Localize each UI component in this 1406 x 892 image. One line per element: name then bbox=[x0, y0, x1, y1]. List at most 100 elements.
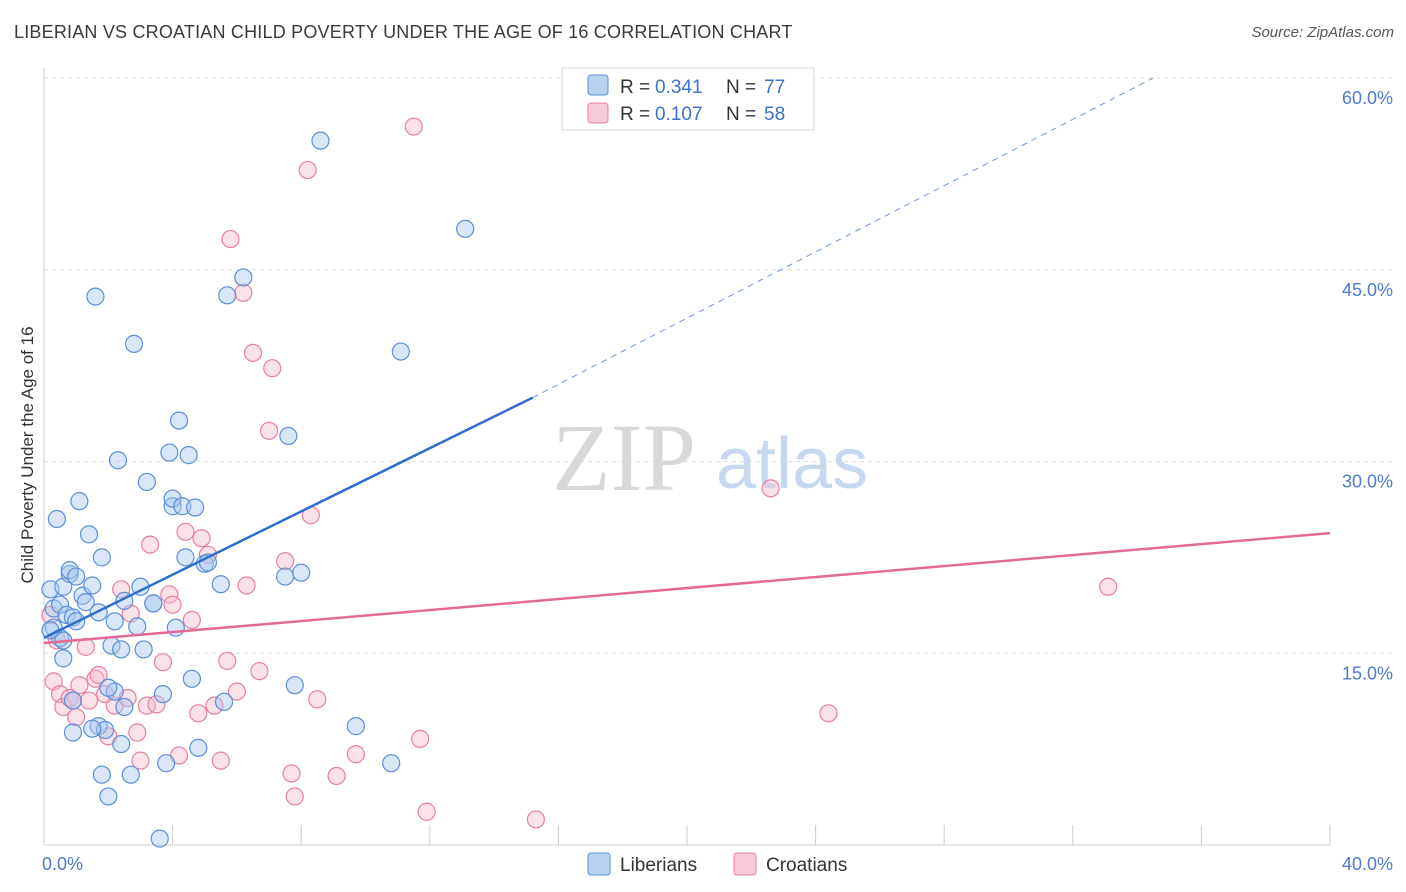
liberians-point-31 bbox=[112, 734, 131, 754]
axes bbox=[43, 68, 1331, 846]
legend-top-r-label-2: R = bbox=[620, 104, 650, 125]
liberians-point-18 bbox=[83, 576, 102, 595]
liberians-point-39 bbox=[137, 472, 156, 492]
legend-bottom: Liberians Croatians bbox=[587, 852, 847, 876]
chart-title: LIBERIAN VS CROATIAN CHILD POVERTY UNDER… bbox=[14, 22, 793, 42]
liberians-point-60 bbox=[234, 268, 253, 287]
croatians-point-7 bbox=[67, 708, 86, 727]
liberians-point-75 bbox=[67, 567, 86, 586]
liberians-point-22 bbox=[92, 548, 111, 567]
croatians-point-33 bbox=[205, 696, 224, 715]
tick-labels: 15.0% 30.0% 45.0% 60.0% 0.0% 40.0% bbox=[42, 88, 1393, 874]
liberians-point-69 bbox=[456, 219, 475, 238]
liberians-point-46 bbox=[163, 489, 182, 508]
croatians-point-56 bbox=[761, 479, 780, 498]
y-tick-label-45: 45.0% bbox=[1342, 280, 1393, 300]
liberians-point-54 bbox=[189, 738, 208, 757]
croatians-point-28 bbox=[176, 522, 195, 541]
croatians-point-49 bbox=[308, 690, 327, 709]
liberians-point-59 bbox=[218, 286, 237, 305]
croatians-point-20 bbox=[131, 751, 150, 770]
liberians-point-12 bbox=[63, 723, 83, 742]
croatians-point-22 bbox=[140, 535, 160, 554]
liberians-point-19 bbox=[86, 287, 105, 306]
liberians-point-51 bbox=[179, 446, 198, 465]
liberians-point-73 bbox=[99, 678, 118, 697]
croatians-point-43 bbox=[263, 359, 282, 378]
watermark-zip: ZIP bbox=[552, 404, 696, 511]
croatians-point-51 bbox=[346, 745, 365, 764]
liberians-point-65 bbox=[311, 131, 330, 150]
legend-bottom-swatch-liberians bbox=[587, 852, 611, 876]
legend-top: R = 0.341 N = 77 R = 0.107 N = 58 bbox=[561, 67, 815, 131]
liberians-point-41 bbox=[150, 829, 169, 848]
liberians-point-72 bbox=[83, 719, 102, 738]
croatians-point-25 bbox=[160, 585, 179, 604]
liberians-point-53 bbox=[186, 498, 205, 517]
liberians-point-71 bbox=[63, 691, 83, 710]
liberians-point-38 bbox=[134, 640, 153, 659]
croatians-point-46 bbox=[285, 787, 304, 806]
croatians-point-53 bbox=[417, 802, 436, 821]
legend-top-n-value-1: 77 bbox=[764, 77, 785, 98]
croatians-point-57 bbox=[819, 704, 838, 723]
croatians-point-45 bbox=[282, 764, 301, 783]
croatians-point-36 bbox=[221, 229, 240, 249]
liberians-point-6 bbox=[54, 649, 73, 668]
liberians-point-63 bbox=[285, 676, 304, 695]
liberians-point-24 bbox=[95, 720, 115, 740]
liberians-point-3 bbox=[47, 509, 66, 529]
croatians-point-54 bbox=[404, 117, 423, 136]
legend-bottom-liberians: Liberians bbox=[620, 855, 697, 876]
croatians-point-23 bbox=[147, 695, 166, 714]
liberians-point-35 bbox=[124, 334, 144, 353]
liberians-point-49 bbox=[173, 497, 192, 516]
croatians-point-5 bbox=[60, 688, 79, 708]
liberians-point-47 bbox=[166, 618, 185, 637]
liberians-point-68 bbox=[391, 342, 410, 361]
croatians-point-58 bbox=[1099, 577, 1118, 596]
watermark-atlas: atlas bbox=[716, 424, 868, 504]
croatians-trend-line bbox=[43, 531, 1331, 645]
liberians-point-29 bbox=[108, 451, 128, 470]
grid bbox=[44, 77, 1394, 654]
legend-top-r-value-1: 0.341 bbox=[655, 77, 703, 98]
croatians-point-10 bbox=[79, 691, 99, 710]
croatians-point-42 bbox=[259, 421, 279, 440]
croatians-point-4 bbox=[54, 697, 73, 717]
liberians-point-67 bbox=[382, 754, 401, 773]
croatians-point-39 bbox=[237, 576, 256, 595]
croatians-point-24 bbox=[153, 653, 173, 672]
liberians-point-30 bbox=[112, 640, 131, 659]
source-label: Source: ZipAtlas.com bbox=[1251, 24, 1394, 41]
y-tick-label-60: 60.0% bbox=[1342, 88, 1393, 108]
liberians-point-62 bbox=[279, 426, 298, 446]
liberians-point-48 bbox=[169, 411, 189, 430]
liberians-point-16 bbox=[76, 593, 95, 612]
liberians-point-17 bbox=[79, 525, 99, 544]
croatians-point-21 bbox=[137, 696, 156, 715]
croatians-point-34 bbox=[211, 751, 230, 770]
liberians-point-44 bbox=[160, 443, 179, 462]
x-tick-label-max: 40.0% bbox=[1342, 854, 1393, 874]
liberians-trend-line bbox=[43, 396, 534, 640]
croatians-point-52 bbox=[411, 729, 430, 748]
croatians-point-19 bbox=[128, 723, 147, 742]
legend-top-n-label-2: N = bbox=[726, 104, 756, 125]
croatians-point-31 bbox=[192, 529, 211, 548]
x-tick-label-min: 0.0% bbox=[42, 854, 83, 874]
y-tick-label-15: 15.0% bbox=[1342, 663, 1393, 683]
liberians-point-74 bbox=[144, 594, 163, 613]
croatians-point-50 bbox=[327, 766, 346, 786]
legend-top-r-value-2: 0.107 bbox=[655, 104, 703, 125]
legend-bottom-croatians: Croatians bbox=[766, 855, 847, 876]
croatians-point-47 bbox=[298, 160, 317, 180]
liberians-point-50 bbox=[176, 548, 195, 567]
liberians-point-28 bbox=[105, 612, 124, 631]
croatians-point-38 bbox=[234, 283, 253, 302]
croatians-point-29 bbox=[182, 610, 201, 630]
liberians-point-36 bbox=[128, 617, 147, 636]
liberians-point-42 bbox=[153, 685, 173, 704]
croatians-point-40 bbox=[243, 343, 263, 362]
liberians-point-45 bbox=[163, 497, 182, 516]
